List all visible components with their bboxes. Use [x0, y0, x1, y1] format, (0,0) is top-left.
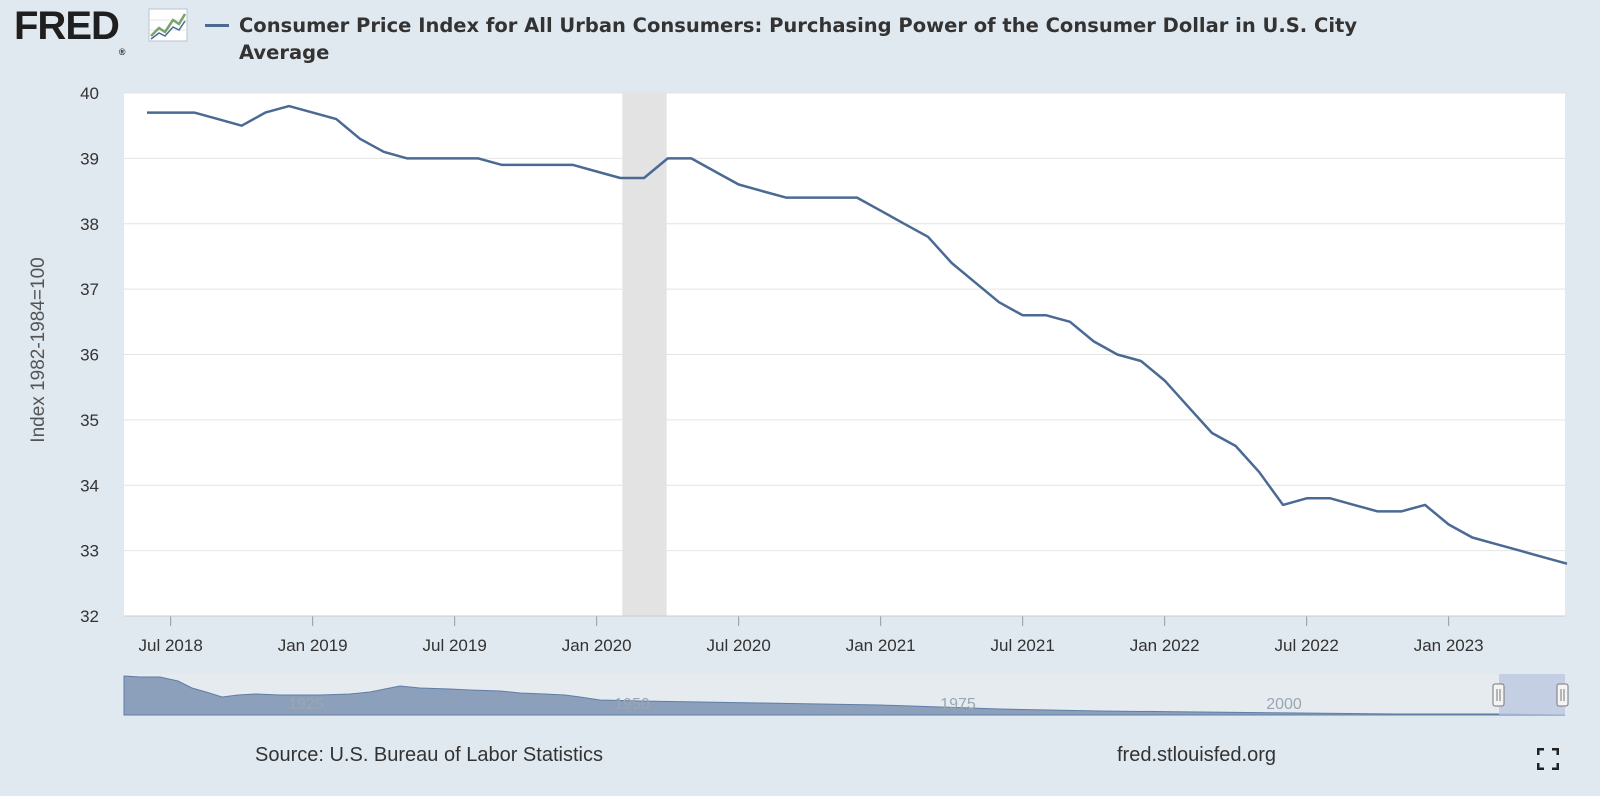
y-axis-title: Index 1982-1984=100	[28, 257, 49, 442]
fred-logo[interactable]: FRED®	[14, 4, 125, 57]
navigator-right-handle[interactable]	[1556, 683, 1569, 707]
navigator-left-handle[interactable]	[1492, 683, 1505, 707]
x-tick-label: Jul 2022	[1275, 636, 1339, 655]
navigator-year-label: 1975	[940, 696, 976, 713]
y-tick-label: 32	[80, 607, 99, 626]
source-url[interactable]: fred.stlouisfed.org	[1117, 744, 1276, 766]
x-tick-label: Jul 2021	[991, 636, 1055, 655]
x-tick-label: Jan 2020	[562, 636, 632, 655]
chart-title: Consumer Price Index for All Urban Consu…	[239, 14, 1358, 64]
x-tick-label: Jul 2019	[423, 636, 487, 655]
registered-mark: ®	[118, 47, 126, 57]
y-tick-label: 39	[80, 149, 99, 168]
x-tick-label: Jan 2023	[1414, 636, 1484, 655]
x-tick-label: Jul 2018	[139, 636, 203, 655]
navigator-selection[interactable]	[1499, 674, 1565, 715]
y-tick-label: 35	[80, 411, 99, 430]
y-tick-label: 36	[80, 346, 99, 365]
x-tick-label: Jan 2022	[1130, 636, 1200, 655]
navigator-area	[123, 675, 1566, 716]
y-tick-label: 37	[80, 280, 99, 299]
navigator-year-label: 1925	[288, 696, 324, 713]
source-note: Source: U.S. Bureau of Labor Statistics	[255, 744, 603, 766]
y-tick-label: 33	[80, 542, 99, 561]
y-tick-label: 38	[80, 215, 99, 234]
x-tick-label: Jan 2019	[278, 636, 348, 655]
line-chart-icon	[148, 8, 188, 42]
y-tick-label: 34	[80, 476, 99, 495]
legend-swatch[interactable]	[205, 24, 229, 27]
chart-title-block: Consumer Price Index for All Urban Consu…	[205, 12, 1405, 66]
y-tick-label: 40	[80, 84, 99, 103]
navigator-year-label: 2000	[1266, 696, 1302, 713]
x-tick-label: Jan 2021	[846, 636, 916, 655]
fullscreen-icon[interactable]	[1537, 748, 1559, 770]
navigator-year-label: 1950	[614, 696, 650, 713]
x-tick-label: Jul 2020	[707, 636, 771, 655]
